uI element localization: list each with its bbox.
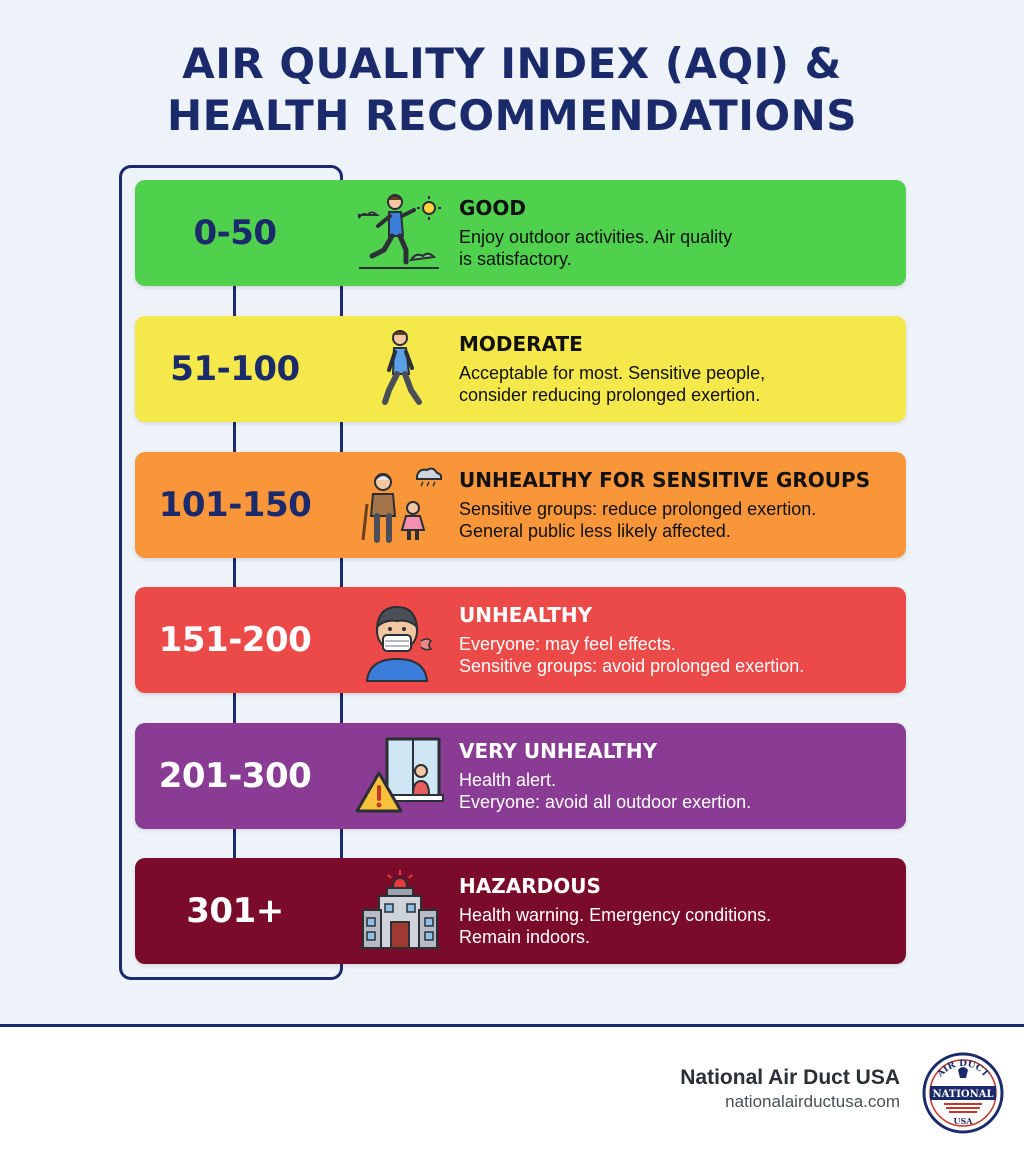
connector-line [233, 286, 236, 316]
svg-text:NATIONAL: NATIONAL [932, 1089, 993, 1100]
aqi-description-line: Everyone: may feel effects. [459, 634, 676, 654]
aqi-description-line: Sensitive groups: reduce prolonged exert… [459, 499, 817, 519]
page-title: AIR QUALITY INDEX (AQI) & HEALTH RECOMME… [0, 38, 1024, 142]
connector-line [233, 692, 236, 723]
aqi-range: 101-150 [158, 485, 312, 525]
aqi-range: 0-50 [193, 213, 277, 253]
aqi-range: 51-100 [170, 349, 300, 389]
aqi-band-moderate: 51-100 MODERATE Acceptable for most. Sen… [135, 316, 906, 422]
range-bracket [119, 165, 343, 980]
title-line-2: HEALTH RECOMMENDATIONS [166, 91, 858, 140]
aqi-description-line: General public less likely affected. [459, 521, 731, 541]
warning-window-icon [355, 731, 445, 821]
aqi-band-good: 0-50 GOOD Enjoy outdoor activities. Air … [135, 180, 906, 286]
aqi-description-line: Everyone: avoid all outdoor exertion. [459, 792, 752, 812]
aqi-description-line: consider reducing prolonged exertion. [459, 385, 761, 405]
aqi-band-hazardous: 301+ HAZARDOUS Health warning. Emergency… [135, 858, 906, 964]
brand-url[interactable]: nationalairductusa.com [725, 1092, 900, 1111]
brand-name: National Air Duct USA [680, 1066, 900, 1089]
aqi-description-line: Remain indoors. [459, 927, 591, 947]
footer [0, 1027, 1024, 1154]
aqi-band-very-unhealthy: 201-300 VERY UNHEALTHY Health alert. Eve… [135, 723, 906, 829]
aqi-range: 151-200 [158, 620, 312, 660]
aqi-description-line: Acceptable for most. Sensitive people, [459, 363, 766, 383]
connector-line [233, 421, 236, 452]
title-line-1: AIR QUALITY INDEX (AQI) & [182, 39, 842, 88]
aqi-range: 201-300 [158, 756, 312, 796]
svg-text:USA: USA [954, 1116, 974, 1126]
aqi-range: 301+ [186, 891, 284, 931]
aqi-category: MODERATE [459, 332, 583, 356]
connector-line [233, 557, 236, 587]
aqi-category: HAZARDOUS [459, 874, 601, 898]
aqi-description-line: is satisfactory. [459, 249, 572, 269]
aqi-description-line: Health alert. [459, 770, 557, 790]
aqi-description-line: Health warning. Emergency conditions. [459, 905, 772, 925]
aqi-category: UNHEALTHY FOR SENSITIVE GROUPS [459, 468, 871, 492]
aqi-description-line: Sensitive groups: avoid prolonged exerti… [459, 656, 805, 676]
aqi-category: VERY UNHEALTHY [459, 739, 658, 763]
aqi-band-unhealthy-sensitive: 101-150 UNHEALTHY FOR SENSITIVE GROUPS S… [135, 452, 906, 558]
walking-person-icon [355, 324, 445, 414]
connector-line [233, 828, 236, 858]
aqi-description-line: Enjoy outdoor activities. Air quality [459, 227, 733, 247]
company-logo: AIR DUCT NATIONAL USA [922, 1052, 1004, 1134]
footer-divider [0, 1024, 1024, 1027]
aqi-category: UNHEALTHY [459, 603, 593, 627]
emergency-building-icon [355, 866, 445, 956]
running-person-icon [355, 188, 445, 278]
masked-person-icon [355, 595, 445, 685]
elderly-and-child-icon [355, 460, 445, 550]
aqi-category: GOOD [459, 196, 527, 220]
aqi-band-unhealthy: 151-200 UNHEALTHY Everyone: may feel eff… [135, 587, 906, 693]
